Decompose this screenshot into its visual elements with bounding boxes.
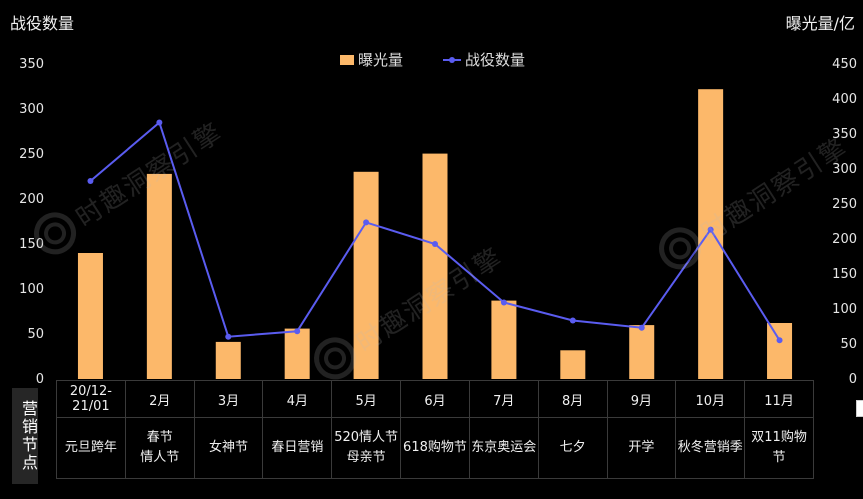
point-campaigns (500, 299, 507, 306)
y-left-axis-title: 战役数量 (10, 14, 75, 33)
legend-item-campaigns[interactable]: 战役数量 (443, 49, 525, 70)
event-cell: 双11购物节 (744, 417, 814, 479)
corner-checkbox[interactable] (856, 400, 863, 417)
bar-exposure (560, 350, 586, 379)
point-campaigns (569, 317, 576, 324)
event-cell: 女神节 (193, 417, 264, 479)
point-campaigns (87, 178, 94, 184)
row-header-marketing-nodes: 营销节点 (12, 388, 38, 484)
bar-exposure (146, 173, 172, 379)
point-campaigns (294, 328, 301, 335)
month-cell: 9月 (606, 380, 677, 418)
y-right-tick-label: 0 (849, 372, 857, 387)
bar-exposure (353, 171, 379, 379)
marketing-nodes-table: 20/12-21/01 2月 3月 4月 5月 6月 7月 8月 9月 10月 11月 元旦跨年 春节… (56, 380, 814, 479)
bar-exposure (698, 89, 724, 379)
bar-exposure (491, 300, 517, 379)
month-cell: 2月 (124, 380, 195, 418)
point-campaigns (776, 337, 783, 344)
y-right-tick-label: 50 (840, 337, 857, 352)
event-cell: 618购物节 (400, 417, 470, 479)
month-row: 20/12-21/01 2月 3月 4月 5月 6月 7月 8月 9月 10月 11月 (56, 380, 814, 418)
y-left-tick-label: 200 (19, 192, 44, 207)
y-right-tick-label: 400 (832, 92, 857, 107)
month-cell: 3月 (193, 380, 264, 418)
y-right-tick-label: 450 (832, 57, 857, 72)
y-left-tick-label: 350 (19, 57, 44, 72)
event-row: 元旦跨年 春节 情人节 女神节 春日营销 520情人节 母亲节 618购物节 东京奥运会 七夕… (56, 417, 814, 479)
bar-exposure (77, 253, 103, 379)
y-right-axis-title: 曝光量/亿 (785, 14, 855, 33)
bar-exposure (215, 341, 241, 379)
point-campaigns (363, 219, 370, 226)
event-cell: 520情人节 母亲节 (331, 417, 402, 479)
y-right-tick-label: 300 (832, 162, 857, 177)
y-right-tick-label: 200 (832, 232, 857, 247)
month-cell: 20/12-21/01 (56, 380, 126, 418)
y-right-tick-label: 100 (832, 302, 857, 317)
y-left-tick-label: 50 (27, 327, 44, 342)
y-left-tick-label: 250 (19, 147, 44, 162)
legend-label-campaigns: 战役数量 (465, 51, 526, 69)
month-cell: 5月 (331, 380, 402, 418)
event-cell: 东京奥运会 (468, 417, 539, 479)
event-cell: 七夕 (537, 417, 608, 479)
event-cell: 春日营销 (262, 417, 333, 479)
month-cell: 6月 (400, 380, 470, 418)
bar-exposure (284, 328, 310, 379)
point-campaigns (156, 119, 163, 126)
y-right-tick-label: 250 (832, 197, 857, 212)
event-cell: 秋冬营销季 (675, 417, 746, 479)
month-cell: 4月 (262, 380, 333, 418)
point-campaigns (432, 241, 438, 247)
legend: 曝光量 战役数量 (0, 49, 863, 71)
point-campaigns (225, 333, 232, 340)
y-left-tick-label: 0 (36, 372, 44, 387)
y-left-tick-label: 150 (19, 237, 44, 252)
y-left-tick-label: 100 (19, 282, 44, 297)
event-cell: 元旦跨年 (56, 417, 126, 479)
bar-exposure (629, 325, 655, 379)
month-cell: 11月 (744, 380, 814, 418)
month-cell: 10月 (675, 380, 746, 418)
point-campaigns (707, 226, 714, 233)
legend-item-exposure[interactable]: 曝光量 (340, 49, 403, 70)
bar-exposure (767, 323, 793, 379)
y-right-tick-label: 150 (832, 267, 857, 282)
month-cell: 8月 (537, 380, 608, 418)
legend-bar-swatch (340, 54, 354, 65)
y-right-tick-label: 350 (832, 127, 857, 142)
month-cell: 7月 (468, 380, 539, 418)
event-cell: 开学 (606, 417, 677, 479)
bar-exposure (422, 153, 448, 379)
y-left-tick-label: 300 (19, 102, 44, 117)
legend-label-exposure: 曝光量 (358, 51, 404, 69)
point-campaigns (638, 324, 645, 331)
legend-line-swatch (443, 55, 461, 65)
event-cell: 春节 情人节 (124, 417, 195, 479)
